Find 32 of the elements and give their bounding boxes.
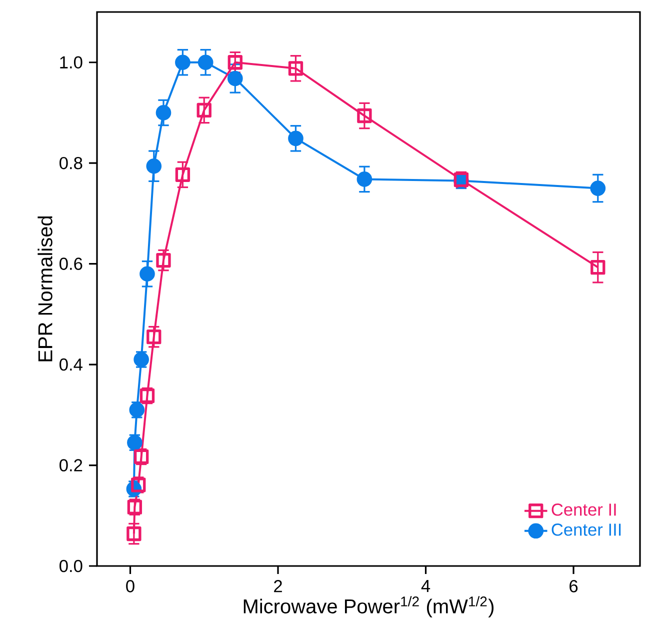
point	[357, 108, 372, 124]
point	[198, 54, 214, 70]
point	[590, 180, 606, 196]
x-tick-label: 6	[570, 580, 578, 592]
point	[126, 526, 142, 542]
x-tick-label: 0	[126, 580, 134, 592]
point	[156, 105, 172, 120]
point	[288, 61, 304, 76]
x-tick-label: 4	[421, 580, 430, 592]
y-tick-label: 0.6	[60, 258, 82, 270]
x-tick-label: 2	[274, 580, 282, 592]
point	[175, 167, 190, 182]
legend-label: Center III	[552, 524, 621, 536]
y-tick-label: 0.4	[60, 358, 82, 371]
point	[196, 102, 212, 118]
point	[288, 130, 304, 146]
point	[227, 70, 243, 86]
point	[146, 158, 162, 174]
point	[175, 54, 190, 70]
point	[140, 266, 155, 282]
legend-label: Center II	[552, 504, 616, 516]
x-axis-title: Microwave Power$^{1/2}$ (mW$^{1/2}$)	[244, 596, 494, 618]
y-tick-label: 0.8	[60, 156, 82, 170]
point	[228, 55, 242, 70]
y-axis-title: EPR Normalised	[38, 216, 52, 362]
y-tick-label: 1.0	[60, 56, 82, 68]
point	[156, 252, 171, 268]
point	[146, 330, 162, 344]
point	[590, 260, 606, 275]
y-tick-label: 0.0	[60, 560, 82, 572]
y-tick-label: 0.2	[60, 459, 82, 472]
point	[356, 172, 372, 187]
